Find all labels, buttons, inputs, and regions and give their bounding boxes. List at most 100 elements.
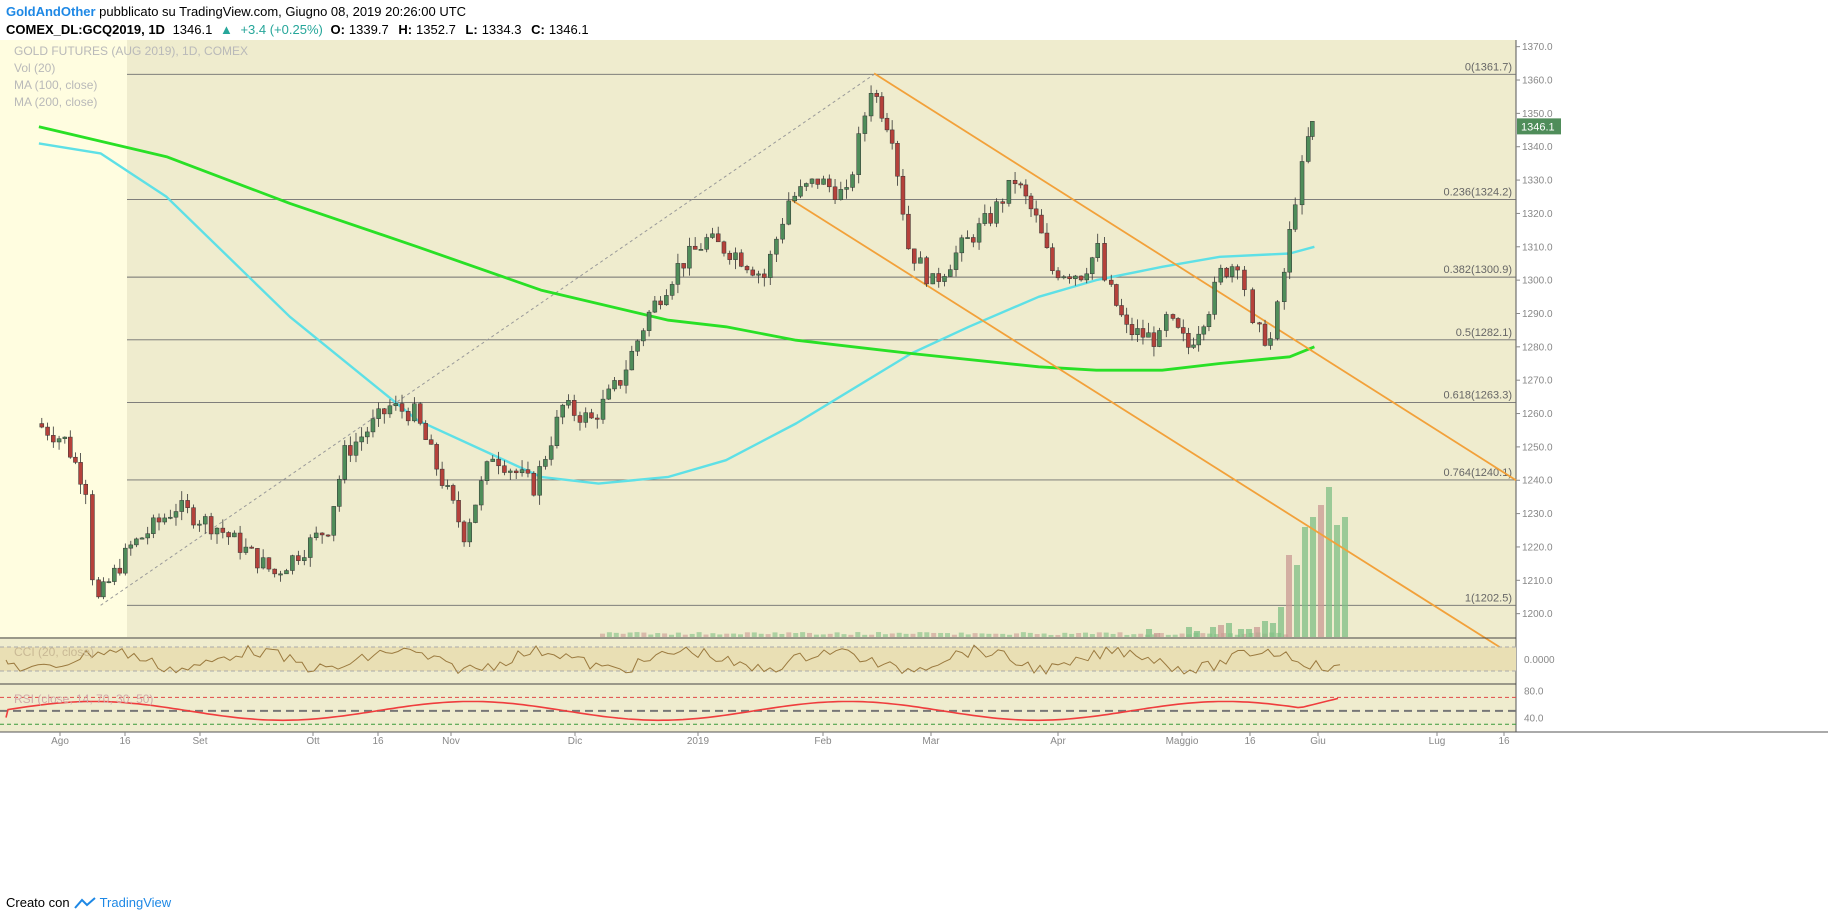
candle-body [1125,315,1129,324]
volume-bar [855,632,860,637]
volume-bar [1200,633,1205,637]
volume-bar [890,633,895,637]
volume-bar [759,634,764,637]
candle-body [1192,345,1196,347]
y-tick-label: 1200.0 [1522,609,1553,620]
volume-bar [1124,635,1129,637]
volume-bar [842,634,847,637]
x-tick-label: 2019 [687,736,710,747]
candle-body [468,523,472,542]
candle-body [382,409,386,414]
candle-body [446,485,450,486]
candle-body [601,399,605,419]
volume-bar [869,635,874,637]
volume-bar [1278,607,1284,637]
candle-body [845,187,849,189]
candle-body [1275,302,1279,339]
candle-body [1013,180,1017,184]
candle-body [653,301,657,312]
volume-bar [786,632,791,637]
volume-bar [1083,633,1088,637]
y-tick-label: 1240.0 [1522,476,1553,487]
candle-body [174,512,178,518]
candle-body [1007,180,1011,203]
candle-body [827,179,831,187]
volume-bar [1146,629,1152,637]
candle-body [79,462,83,484]
candle-body [97,580,101,597]
candle-body [1062,277,1066,278]
volume-bar [1062,633,1067,637]
candle-body [710,234,714,238]
volume-bar [814,635,819,637]
volume-bar [1069,634,1074,637]
created-with-label: Creato con [6,895,70,910]
y-tick-label: 1330.0 [1522,176,1553,187]
author-link[interactable]: GoldAndOther [6,4,96,19]
candle-body [1230,267,1234,277]
candle-body [561,405,565,417]
candle-body [520,470,524,473]
y-tick-label: 1350.0 [1522,109,1553,120]
candle-body [869,93,873,116]
fib-level-label: 0.382(1300.9) [1444,264,1513,276]
volume-bar [931,633,936,637]
x-tick-label: 16 [119,736,131,747]
volume-bar [1210,627,1216,637]
volume-bar [635,632,640,637]
y-tick-label: 1340.0 [1522,142,1553,153]
candle-body [1073,276,1077,279]
change-arrow-icon: ▲ [220,22,233,37]
y-tick-label: 1280.0 [1522,342,1553,353]
candle-body [140,538,144,539]
volume-bar [1118,632,1123,637]
candle-body [880,97,884,119]
candle-body [937,273,941,281]
volume-bar [600,634,605,637]
candle-body [584,413,588,423]
volume-bar [959,633,964,637]
candle-body [227,532,231,536]
candle-body [901,176,905,214]
y-tick-label: 1360.0 [1522,76,1553,87]
volume-bar [655,633,660,637]
candle-body [51,435,55,442]
candle-body [192,508,196,525]
candle-body [1096,243,1100,257]
y-tick-label: 1270.0 [1522,376,1553,387]
volume-bar [1218,625,1224,637]
candle-body [1202,327,1206,334]
chart-canvas[interactable]: 1200.0 1210.0 1220.0 1230.0 1240.0 1250.0 1260… [0,40,1828,880]
rsi-tick-label: 40.0 [1524,714,1544,725]
volume-bar [690,634,695,637]
tradingview-link[interactable]: TradingView [100,895,172,910]
volume-bar [731,634,736,637]
candle-body [1079,276,1083,280]
candle-body [918,258,922,264]
candle-body [589,413,593,418]
candle-body [168,517,172,518]
candle-body [641,331,645,341]
volume-bar [1104,633,1109,637]
candle-body [508,471,512,473]
candle-body [618,380,622,385]
volume-bar [1042,634,1047,637]
candle-body [209,516,213,533]
last-price-label: 1346.1 [1521,121,1555,133]
volume-bar [904,634,909,637]
candle-body [1306,137,1310,162]
candle-body [418,404,422,424]
volume-bar [848,635,853,637]
candle-body [1300,161,1304,204]
x-tick-label: Ott [306,736,320,747]
candle-body [989,213,993,223]
candle-body [1251,290,1255,323]
candle-body [705,238,709,250]
candle-body [326,535,330,536]
y-tick-label: 1370.0 [1522,42,1553,53]
fib-level-label: 0(1361.7) [1465,61,1512,73]
volume-bar [1238,629,1244,637]
volume-bar [1035,634,1040,637]
y-tick-label: 1230.0 [1522,509,1553,520]
candle-body [1109,280,1113,284]
